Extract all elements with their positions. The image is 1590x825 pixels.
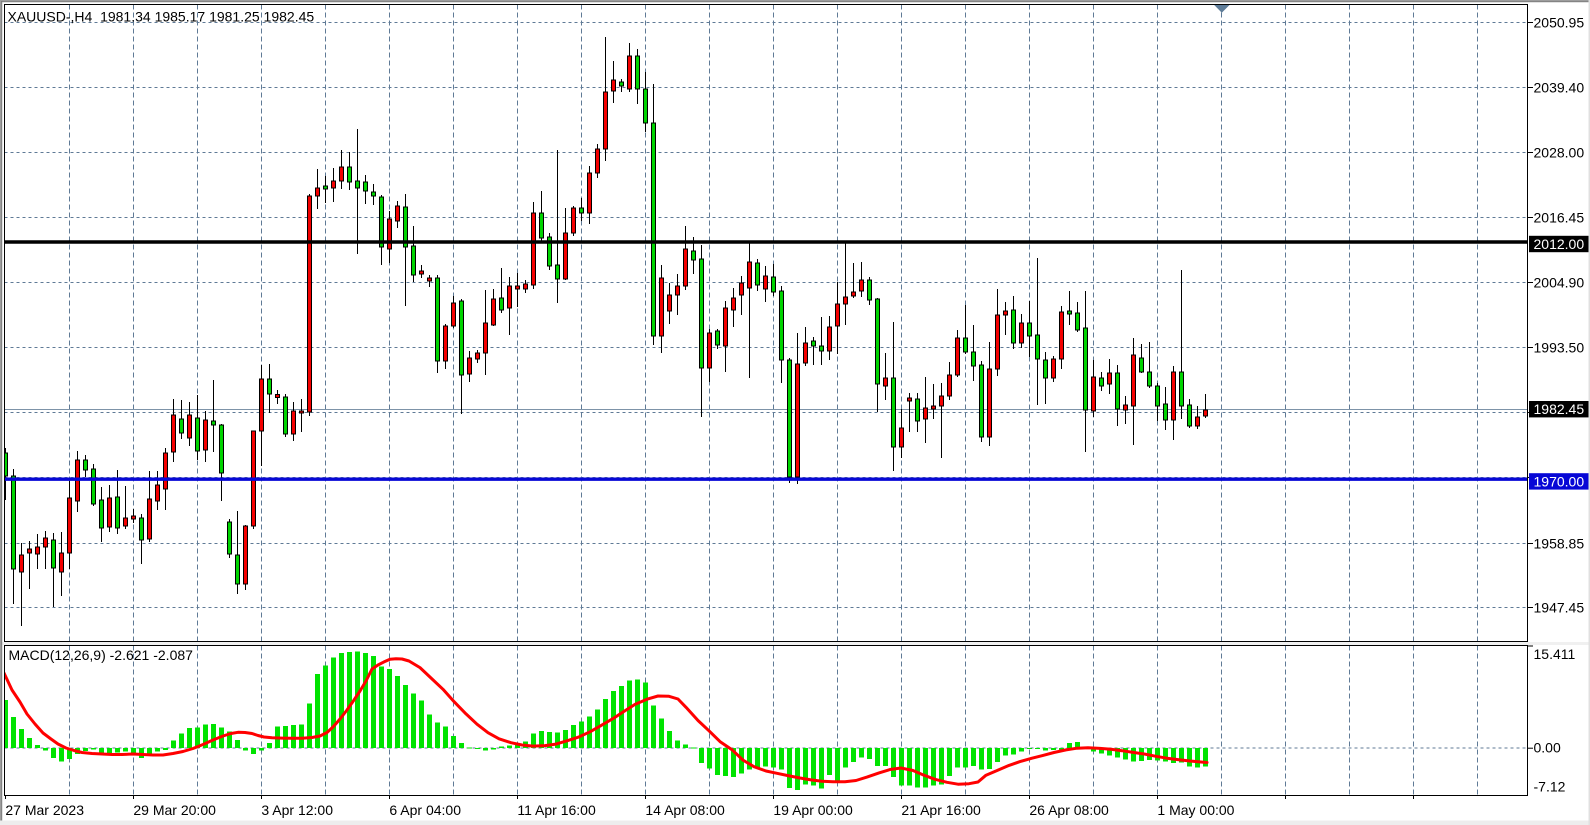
svg-text:2050.95: 2050.95 xyxy=(1534,15,1585,31)
svg-text:1 May 00:00: 1 May 00:00 xyxy=(1157,802,1234,818)
svg-text:19 Apr 00:00: 19 Apr 00:00 xyxy=(773,802,853,818)
svg-text:15.411: 15.411 xyxy=(1534,646,1576,662)
svg-text:2012.00: 2012.00 xyxy=(1534,236,1585,252)
svg-text:27 Mar 2023: 27 Mar 2023 xyxy=(5,802,84,818)
svg-text:1970.00: 1970.00 xyxy=(1534,473,1585,489)
svg-text:2028.00: 2028.00 xyxy=(1534,145,1585,161)
svg-text:11 Apr 16:00: 11 Apr 16:00 xyxy=(517,802,596,818)
svg-text:14 Apr 08:00: 14 Apr 08:00 xyxy=(645,802,725,818)
svg-text:1982.45: 1982.45 xyxy=(1534,401,1585,417)
svg-text:21 Apr 16:00: 21 Apr 16:00 xyxy=(901,802,981,818)
svg-text:0.00: 0.00 xyxy=(1534,740,1561,756)
svg-text:-7.12: -7.12 xyxy=(1534,779,1566,795)
svg-text:1958.85: 1958.85 xyxy=(1534,536,1585,552)
svg-text:XAUUSD-,H4 1981.34 1985.17 19: XAUUSD-,H4 1981.34 1985.17 1981.25 1982.… xyxy=(8,9,315,25)
svg-text:2004.90: 2004.90 xyxy=(1534,275,1585,291)
svg-text:1993.50: 1993.50 xyxy=(1534,340,1585,356)
svg-text:26 Apr 08:00: 26 Apr 08:00 xyxy=(1029,802,1109,818)
svg-text:29 Mar 20:00: 29 Mar 20:00 xyxy=(133,802,216,818)
svg-text:1947.45: 1947.45 xyxy=(1534,600,1585,616)
svg-text:3 Apr 12:00: 3 Apr 12:00 xyxy=(261,802,333,818)
svg-text:MACD(12,26,9) -2.621 -2.087: MACD(12,26,9) -2.621 -2.087 xyxy=(9,647,194,663)
svg-text:6 Apr 04:00: 6 Apr 04:00 xyxy=(389,802,461,818)
svg-text:2016.45: 2016.45 xyxy=(1534,210,1585,226)
svg-text:2039.40: 2039.40 xyxy=(1534,80,1585,96)
